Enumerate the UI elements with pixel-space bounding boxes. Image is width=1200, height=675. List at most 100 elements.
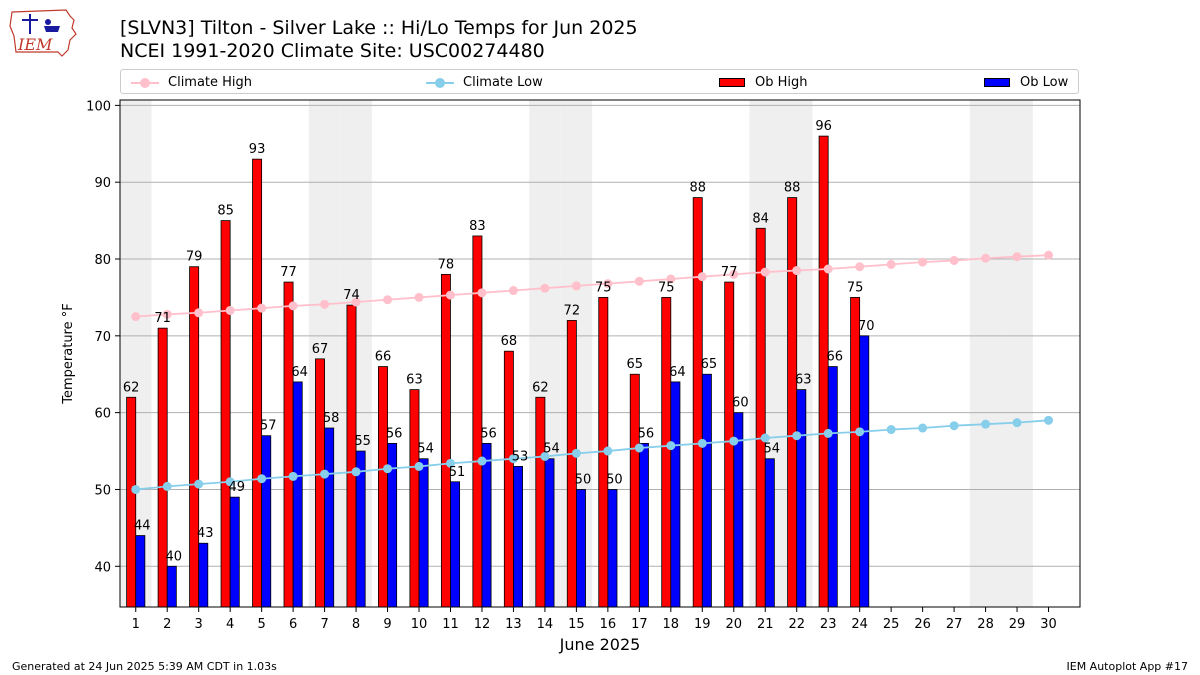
legend: Climate High Climate Low Ob High Ob Low (120, 69, 1079, 94)
ob-low-value-label: 66 (826, 350, 843, 365)
climate-high-point (351, 297, 361, 307)
bar-ob-low (796, 389, 807, 608)
bar-ob-low (481, 442, 492, 608)
bar-ob-low (859, 335, 870, 608)
climate-low-point (131, 484, 141, 494)
x-tick-label: 29 (1009, 617, 1026, 632)
climate-high-point (288, 301, 298, 311)
bar-ob-high (787, 197, 798, 608)
ob-low-value-label: 56 (638, 426, 655, 441)
x-tick-label: 1 (132, 617, 140, 632)
ob-high-value-label: 79 (186, 250, 203, 265)
bar-ob-low (827, 366, 838, 608)
climate-high-point (886, 259, 896, 269)
climate-high-point (603, 279, 613, 289)
x-tick-label: 30 (1040, 617, 1057, 632)
ob-high-value-label: 88 (689, 181, 706, 196)
bar-ob-low (450, 481, 461, 608)
x-tick-label: 16 (600, 617, 617, 632)
climate-high-point (634, 276, 644, 286)
bar-ob-high (220, 220, 231, 608)
climate-low-point (540, 451, 550, 461)
bar-ob-high (692, 197, 703, 608)
climate-high-point (760, 267, 770, 277)
climate-low-point (225, 477, 235, 487)
ob-low-value-label: 51 (449, 465, 466, 480)
ob-high-value-label: 85 (217, 204, 234, 219)
ob-high-swatch (719, 78, 745, 87)
climate-low-point (949, 421, 959, 431)
legend-label: Ob High (755, 75, 808, 90)
x-tick-label: 17 (631, 617, 648, 632)
ob-high-value-label: 77 (280, 265, 297, 280)
ob-low-value-label: 43 (197, 526, 214, 541)
bar-ob-low (135, 535, 146, 608)
climate-high-point (1012, 252, 1022, 262)
bar-ob-low (513, 466, 523, 608)
ob-low-value-label: 54 (543, 442, 560, 457)
climate-low-point (288, 471, 298, 481)
bar-ob-low (324, 427, 335, 608)
bar-ob-low (575, 489, 586, 608)
climate-low-point (383, 464, 393, 474)
x-tick-label: 2 (163, 617, 171, 632)
climate-high-point (855, 262, 865, 272)
climate-low-point (603, 446, 613, 456)
y-tick-label: 80 (94, 253, 111, 268)
legend-label: Climate High (168, 75, 253, 90)
climate-high-point (918, 257, 928, 267)
climate-low-point (162, 481, 172, 491)
bar-ob-low (764, 458, 775, 608)
ob-high-value-label: 65 (627, 357, 644, 372)
y-tick-label: 90 (94, 176, 111, 191)
bar-ob-high (661, 297, 672, 608)
ob-high-value-label: 83 (469, 219, 486, 234)
ob-high-value-label: 75 (847, 280, 864, 295)
legend-label: Ob Low (1020, 75, 1069, 90)
x-tick-label: 23 (820, 617, 837, 632)
climate-low-point (634, 443, 644, 453)
legend-item-climate-high: Climate High (131, 70, 252, 95)
legend-item-ob-high: Ob High (719, 70, 808, 95)
ob-low-swatch (984, 78, 1010, 87)
ob-high-value-label: 67 (312, 342, 329, 357)
y-tick-label: 100 (86, 99, 111, 114)
y-tick-label: 40 (94, 560, 111, 575)
bar-ob-high (535, 396, 546, 608)
ob-high-value-label: 77 (721, 265, 738, 280)
ob-low-value-label: 58 (323, 411, 340, 426)
generated-note: Generated at 24 Jun 2025 5:39 AM CDT in … (12, 660, 277, 673)
bar-ob-high (157, 327, 168, 608)
climate-low-point (792, 431, 802, 441)
chart-title: [SLVN3] Tilton - Silver Lake :: Hi/Lo Te… (120, 17, 638, 39)
x-tick-label: 21 (757, 617, 774, 632)
climate-high-point (320, 299, 330, 309)
x-tick-label: 3 (195, 617, 203, 632)
ob-low-value-label: 65 (701, 357, 718, 372)
weekend-band (1001, 100, 1033, 607)
ob-high-value-label: 62 (123, 380, 140, 395)
ob-high-value-label: 63 (406, 373, 423, 388)
x-tick-label: 26 (914, 617, 931, 632)
bar-ob-low (638, 442, 649, 608)
climate-high-point (697, 272, 707, 282)
climate-low-point (445, 458, 455, 468)
climate-low-point (697, 438, 707, 448)
y-tick-label: 70 (94, 330, 111, 345)
climate-high-point (194, 308, 204, 318)
x-tick-label: 10 (411, 617, 428, 632)
climate-high-point (162, 309, 172, 319)
x-tick-label: 9 (383, 617, 391, 632)
x-tick-label: 11 (442, 617, 459, 632)
x-tick-label: 20 (725, 617, 742, 632)
bar-ob-high (629, 373, 640, 608)
ob-low-value-label: 55 (354, 434, 371, 449)
ob-low-value-label: 63 (795, 373, 812, 388)
climate-low-line (135, 419, 1049, 491)
y-tick-label: 60 (94, 407, 111, 422)
climate-high-point (1044, 250, 1054, 260)
x-axis-label: June 2025 (559, 635, 641, 654)
climate-high-point (131, 312, 141, 322)
climate-low-point (823, 428, 833, 438)
climate-low-swatch (426, 77, 454, 88)
